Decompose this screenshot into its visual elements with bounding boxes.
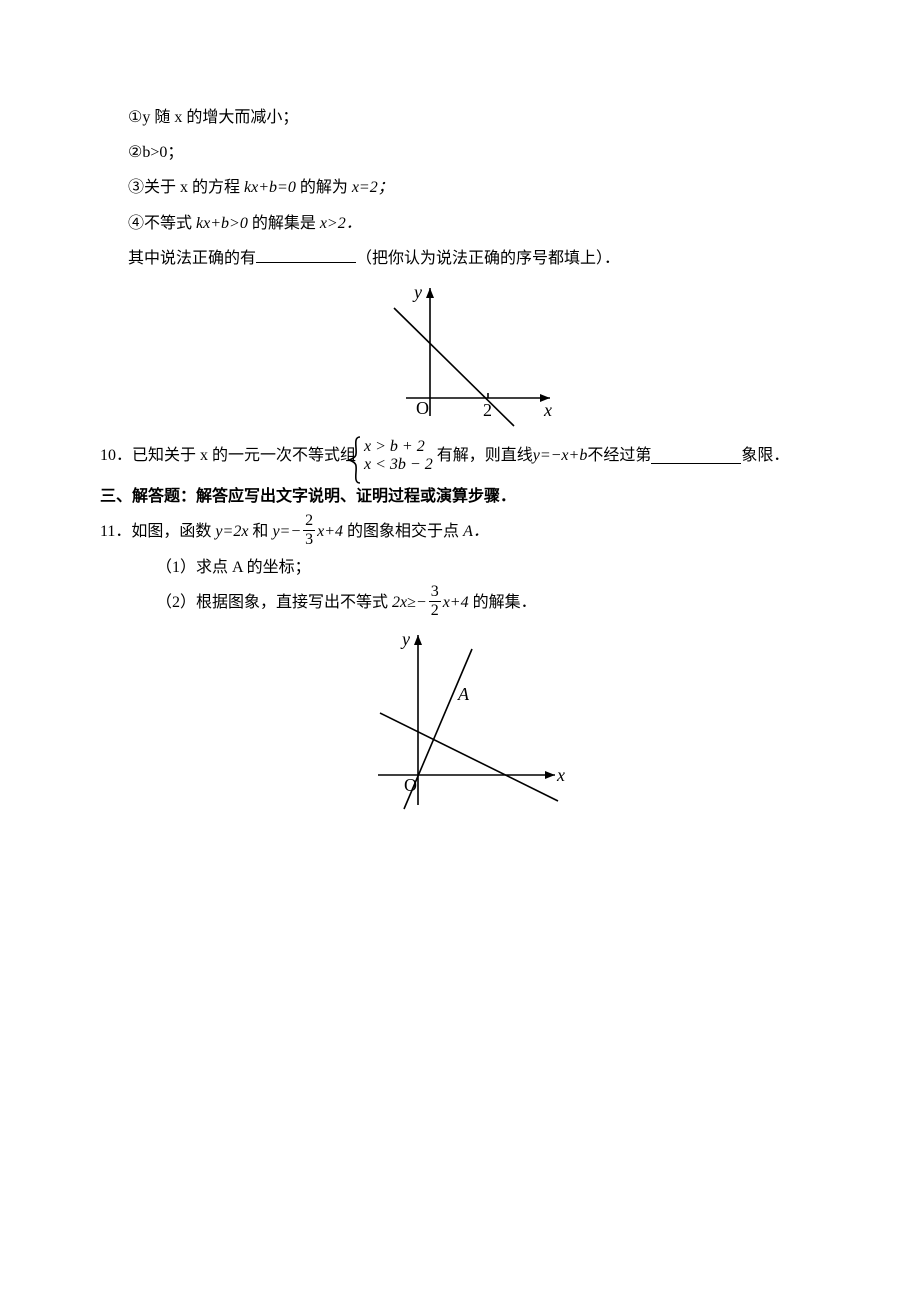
inequality-system: x > b + 2 x < 3b − 2	[360, 438, 433, 473]
statement-3: ③关于 x 的方程 kx+b=0 的解为 x=2；	[100, 170, 820, 205]
equation: x=2；	[352, 179, 394, 196]
svg-text:y: y	[400, 629, 410, 649]
equation-post: x+4	[443, 594, 469, 611]
numerator: 3	[429, 584, 441, 602]
equation: kx+b=0	[244, 179, 296, 196]
statement-1: ①y 随 x 的增大而减小；	[100, 100, 820, 135]
equation-pre: y=−	[272, 523, 301, 540]
question-11: 11．如图，函数 y=2x 和 y=−23x+4 的图象相交于点 A．	[100, 514, 820, 550]
svg-text:2: 2	[483, 400, 492, 420]
left-brace-icon	[348, 436, 364, 484]
statement-2: ②b>0；	[100, 135, 820, 170]
denominator: 2	[429, 602, 441, 619]
statement-5: 其中说法正确的有 （把你认为说法正确的序号都填上）．	[100, 241, 820, 276]
numerator: 2	[303, 513, 315, 531]
fill-blank	[651, 447, 741, 464]
section-3-heading: 三、解答题：解答应写出文字说明、证明过程或演算步骤．	[100, 479, 820, 514]
figure-line-graph-2: Ox y A	[340, 625, 580, 815]
text: 的图象相交于点	[343, 523, 463, 540]
text: （1）求点 A 的坐标；	[156, 559, 311, 576]
svg-text:y: y	[412, 282, 422, 302]
question-11-part2: （2）根据图象，直接写出不等式 2x≥−32x+4 的解集．	[100, 585, 820, 621]
equation: x>2．	[320, 215, 362, 232]
svg-text:x: x	[556, 765, 565, 785]
question-10: 10．已知关于 x 的一元一次不等式组 x > b + 2 x < 3b − 2…	[100, 438, 820, 473]
text: ③关于 x 的方程	[128, 179, 244, 196]
figure-line-graph-1: O 2 x y	[350, 280, 570, 430]
equation: y=2x	[215, 523, 248, 540]
point-A: A．	[463, 523, 489, 540]
text: 10．已知关于 x 的一元一次不等式组	[100, 438, 356, 473]
text: （把你认为说法正确的序号都填上）．	[356, 250, 620, 267]
text: 的解集是	[248, 215, 320, 232]
text: ①y 随 x 的增大而减小；	[128, 109, 298, 126]
svg-text:x: x	[543, 400, 552, 420]
text: 不经过第	[587, 438, 651, 473]
text: ④不等式	[128, 215, 196, 232]
svg-text:A: A	[457, 684, 470, 704]
statement-4: ④不等式 kx+b>0 的解集是 x>2．	[100, 206, 820, 241]
text: ②b>0；	[128, 144, 183, 161]
fraction-3-2: 32	[429, 584, 441, 619]
text: 象限．	[741, 438, 789, 473]
text: 有解，则直线	[437, 438, 533, 473]
sys-row-1: x > b + 2	[364, 438, 433, 456]
text: 和	[248, 523, 272, 540]
text: 三、解答题：解答应写出文字说明、证明过程或演算步骤．	[100, 488, 516, 505]
equation-pre: 2x≥−	[392, 594, 427, 611]
text: 的解集．	[469, 594, 537, 611]
text: 其中说法正确的有	[128, 250, 256, 267]
denominator: 3	[303, 531, 315, 548]
text: 11．如图，函数	[100, 523, 215, 540]
equation-post: x+4	[317, 523, 343, 540]
equation: y=−x+b	[533, 438, 588, 473]
fill-blank	[256, 246, 356, 263]
text: （2）根据图象，直接写出不等式	[156, 594, 392, 611]
fraction-2-3: 23	[303, 513, 315, 548]
text: 的解为	[296, 179, 352, 196]
svg-text:O: O	[404, 775, 417, 795]
equation: kx+b>0	[196, 215, 248, 232]
sys-row-2: x < 3b − 2	[364, 456, 433, 474]
svg-text:O: O	[416, 398, 429, 418]
question-11-part1: （1）求点 A 的坐标；	[100, 550, 820, 585]
